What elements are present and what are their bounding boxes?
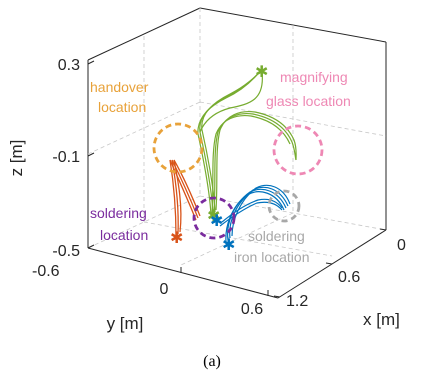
trajectory-end-marker: ✱ — [210, 211, 223, 230]
soldering-iron-annotation-line1: soldering — [248, 228, 305, 244]
x-tick-label: 0.6 — [338, 269, 360, 286]
trajectory-end-marker: ✱ — [207, 206, 220, 225]
trajectory-end-marker: ✱ — [222, 235, 235, 254]
series-green-trajectories: ✱ ✱ — [197, 62, 297, 225]
soldering-annotation-line2: location — [100, 227, 148, 243]
trajectory-end-marker: ✱ — [255, 62, 268, 81]
z-tick-mark — [87, 152, 95, 157]
trajectory-line — [197, 70, 261, 217]
soldering-iron-location-circle — [267, 189, 301, 223]
z-tick-mark — [87, 244, 95, 249]
tick-marks — [87, 60, 387, 298]
series-orange-trajectories: ✱ — [169, 159, 201, 247]
magnifying-annotation-line2: glass location — [266, 93, 351, 109]
trajectory-line — [219, 201, 283, 227]
trajectory-line — [199, 71, 263, 133]
trajectory-line — [169, 159, 177, 237]
trajectory-line — [173, 159, 201, 217]
x-tick-label: 1.2 — [286, 293, 308, 310]
z-tick-mark — [87, 60, 95, 65]
x-tick-label: 0 — [397, 237, 406, 254]
figure-caption: (a) — [203, 353, 221, 370]
magnifying-glass-location-circle — [272, 124, 324, 176]
series-blue-trajectories: ✱ ✱ — [210, 184, 291, 254]
x-tick-mark — [325, 262, 333, 265]
x-tick-mark — [379, 228, 387, 231]
trajectory-line — [201, 69, 263, 213]
soldering-iron-annotation-line2: iron location — [234, 249, 310, 265]
x-tick-mark — [273, 295, 281, 298]
handover-annotation-line1: handover — [90, 79, 149, 95]
z-axis-label: z [m] — [7, 140, 26, 177]
z-tick-label: -0.5 — [52, 243, 80, 260]
trajectory-line — [211, 114, 291, 214]
trajectory-line — [169, 159, 197, 221]
y-tick-label: 0.6 — [241, 301, 263, 318]
handover-location-circle — [152, 122, 204, 174]
y-tick-label: -0.6 — [32, 263, 60, 280]
z-tick-label: -0.1 — [52, 149, 80, 166]
y-tick-label: 0 — [160, 281, 169, 298]
trajectory-end-marker: ✱ — [170, 228, 183, 247]
handover-annotation-line2: location — [98, 99, 146, 115]
trajectory-line — [215, 110, 297, 211]
x-axis-label: x [m] — [363, 310, 400, 329]
z-tick-label: 0.3 — [58, 57, 80, 74]
soldering-location-circle — [192, 196, 236, 240]
box-edge — [87, 7, 201, 61]
box-edge — [87, 247, 279, 299]
trajectory-line — [213, 112, 297, 213]
soldering-annotation-line1: soldering — [90, 205, 147, 221]
magnifying-annotation-line1: magnifying — [280, 69, 348, 85]
y-axis-label: y [m] — [107, 314, 144, 333]
trajectory-line — [225, 191, 285, 243]
trajectory-line — [171, 159, 199, 219]
